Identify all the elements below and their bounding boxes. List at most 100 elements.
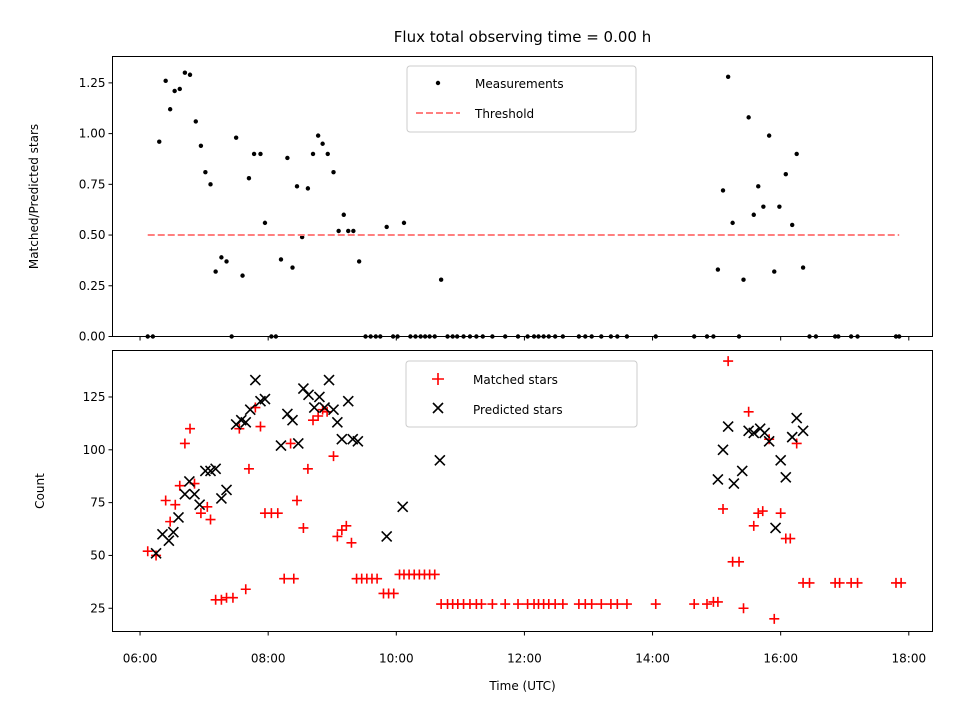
matched-star-point [612, 599, 623, 610]
bottom-y-tick-label: 125 [83, 390, 106, 404]
matched-star-point [650, 599, 661, 610]
predicted-star-point [240, 416, 252, 428]
measurement-point [384, 224, 389, 230]
predicted-star-point [172, 511, 185, 523]
measurement-point [177, 86, 182, 92]
measurement-point [315, 133, 321, 138]
measurement-point [800, 265, 806, 270]
matched-star-point [142, 546, 153, 557]
threshold-legend-label: Threshold [474, 107, 534, 121]
predicted-star-point [736, 465, 748, 477]
measurements-legend-marker [435, 80, 441, 86]
predicted-star-point [759, 427, 771, 439]
measurement-point [187, 72, 193, 77]
predicted-star-point [763, 435, 775, 447]
predicted-star-point [786, 431, 798, 443]
bottom-x-tick-label: 06:00 [123, 652, 158, 666]
predicted-star-point [275, 440, 287, 452]
predicted-star-point [302, 389, 315, 401]
matched-star-point [205, 514, 216, 525]
matched-star-point [185, 423, 196, 434]
bottom-x-tick-label: 10:00 [379, 652, 414, 666]
matched-star-point [804, 577, 815, 588]
matched-star-point [775, 508, 786, 519]
matched-star-point [753, 508, 764, 519]
measurement-point [213, 269, 218, 274]
predicted-star-point [728, 478, 740, 490]
matched-star-point [288, 573, 299, 584]
predicted-star-point [163, 535, 175, 547]
predicted-star-point [791, 412, 803, 424]
matched-star-point [738, 603, 749, 614]
measurement-point [305, 186, 311, 191]
predicted-star-point [769, 522, 782, 534]
predicted-star-point [188, 488, 201, 500]
measurement-point [285, 155, 290, 161]
measurement-point [251, 151, 257, 157]
matched-star-point [621, 599, 632, 610]
matched-star-point [513, 599, 524, 610]
top-y-tick-label: 0.50 [79, 228, 106, 242]
measurement-point [325, 151, 330, 157]
matched-star-point [785, 533, 796, 544]
measurement-point [794, 151, 799, 157]
measurement-point [777, 204, 782, 209]
matched-star-point [302, 463, 313, 474]
predicted-star-point [318, 401, 331, 414]
predicted-star-point [342, 395, 354, 407]
predicted-star-point [308, 401, 320, 414]
measurement-point [198, 143, 204, 148]
measurement-point [320, 141, 325, 146]
predicted-star-point [780, 471, 792, 483]
matched-star-point [734, 556, 745, 567]
matched-star-point [227, 592, 238, 603]
measurement-point [258, 151, 263, 157]
matched-star-point [308, 415, 319, 426]
measurement-point [766, 133, 772, 138]
predicted-star-point [352, 435, 364, 447]
predicted-star-point [748, 427, 760, 439]
predicted-star-point [167, 526, 179, 538]
bottom-x-tick-label: 18:00 [892, 652, 927, 666]
top-panel: Flux total observing time = 0.00 h 0.000… [27, 28, 933, 344]
measurement-point [438, 277, 444, 282]
predicted-star-point [183, 475, 195, 488]
top-y-tick-label: 0.25 [79, 279, 106, 293]
matched-star-point [160, 495, 171, 506]
matched-star-point [313, 410, 324, 421]
matched-star-point [195, 508, 206, 519]
top-x-ticks [139, 336, 910, 341]
top-y-ticks: 0.00 0.25 0.50 0.75 1.00 1.25 [79, 76, 113, 344]
matched-star-point [487, 599, 498, 610]
matched-star-point [285, 438, 296, 449]
measurement-point [310, 151, 316, 157]
bottom-y-tick-label: 100 [83, 443, 106, 457]
matched-star-point [791, 438, 802, 449]
measurement-point [163, 78, 168, 84]
measurement-point [725, 74, 731, 79]
matched-star-point [429, 569, 440, 580]
matched-star-point [500, 599, 511, 610]
bottom-x-tick-label: 12:00 [507, 652, 542, 666]
measurement-point [351, 228, 356, 234]
matched-star-point [586, 599, 597, 610]
predicted-star-point [249, 374, 261, 386]
bottom-panel: 25 50 75 100 125 06:00 08:00 10:00 12:00 14:00 16… [33, 350, 933, 693]
measurement-point [290, 265, 295, 270]
predicted-star-point [297, 382, 309, 395]
matched-star-point [272, 508, 283, 519]
matched-legend-label: Matched stars [473, 373, 558, 387]
measurement-point [331, 169, 336, 175]
measurement-point [240, 273, 245, 278]
matched-legend-marker [432, 373, 444, 385]
predicted-legend-label: Predicted stars [473, 403, 563, 417]
measurement-point [783, 171, 788, 177]
bottom-x-ticks: 06:00 08:00 10:00 12:00 14:00 16:00 18:00 [123, 631, 927, 666]
bottom-legend: Matched stars Predicted stars [405, 360, 638, 428]
matched-star-point [298, 522, 309, 533]
matched-star-point [769, 613, 780, 624]
matched-star-point [557, 599, 568, 610]
measurement-point [341, 212, 346, 217]
top-legend-frame [406, 65, 637, 133]
top-chart-title: Flux total observing time = 0.00 h [394, 28, 651, 46]
